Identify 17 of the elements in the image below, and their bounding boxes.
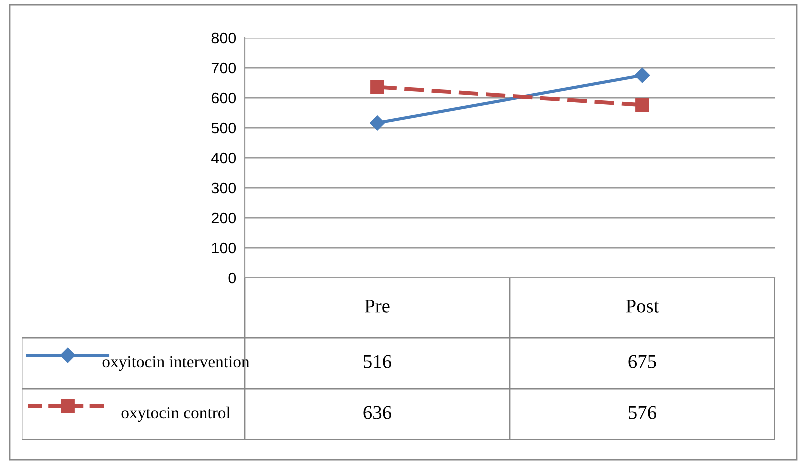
data-label: 675 (628, 355, 656, 368)
legend-label: oxytocin control (122, 406, 231, 422)
y-tick-label: 700 (212, 62, 236, 74)
data-label: 576 (629, 406, 657, 420)
y-tick-label: 400 (212, 152, 236, 164)
x-tick-label: Post (626, 300, 660, 313)
y-tick-label: 800 (212, 32, 236, 44)
y-tick-label: 600 (212, 92, 236, 104)
y-tick-label: 300 (212, 182, 236, 194)
data-label: 636 (364, 406, 392, 420)
y-tick-label: 500 (212, 122, 236, 134)
y-tick-label: 200 (212, 212, 236, 224)
y-tick-label: 100 (212, 242, 236, 254)
legend-label: oxyitocin intervention (102, 356, 250, 372)
y-tick-label: 0 (228, 272, 236, 284)
x-tick-label: Pre (365, 300, 390, 313)
data-label: 516 (364, 355, 392, 368)
